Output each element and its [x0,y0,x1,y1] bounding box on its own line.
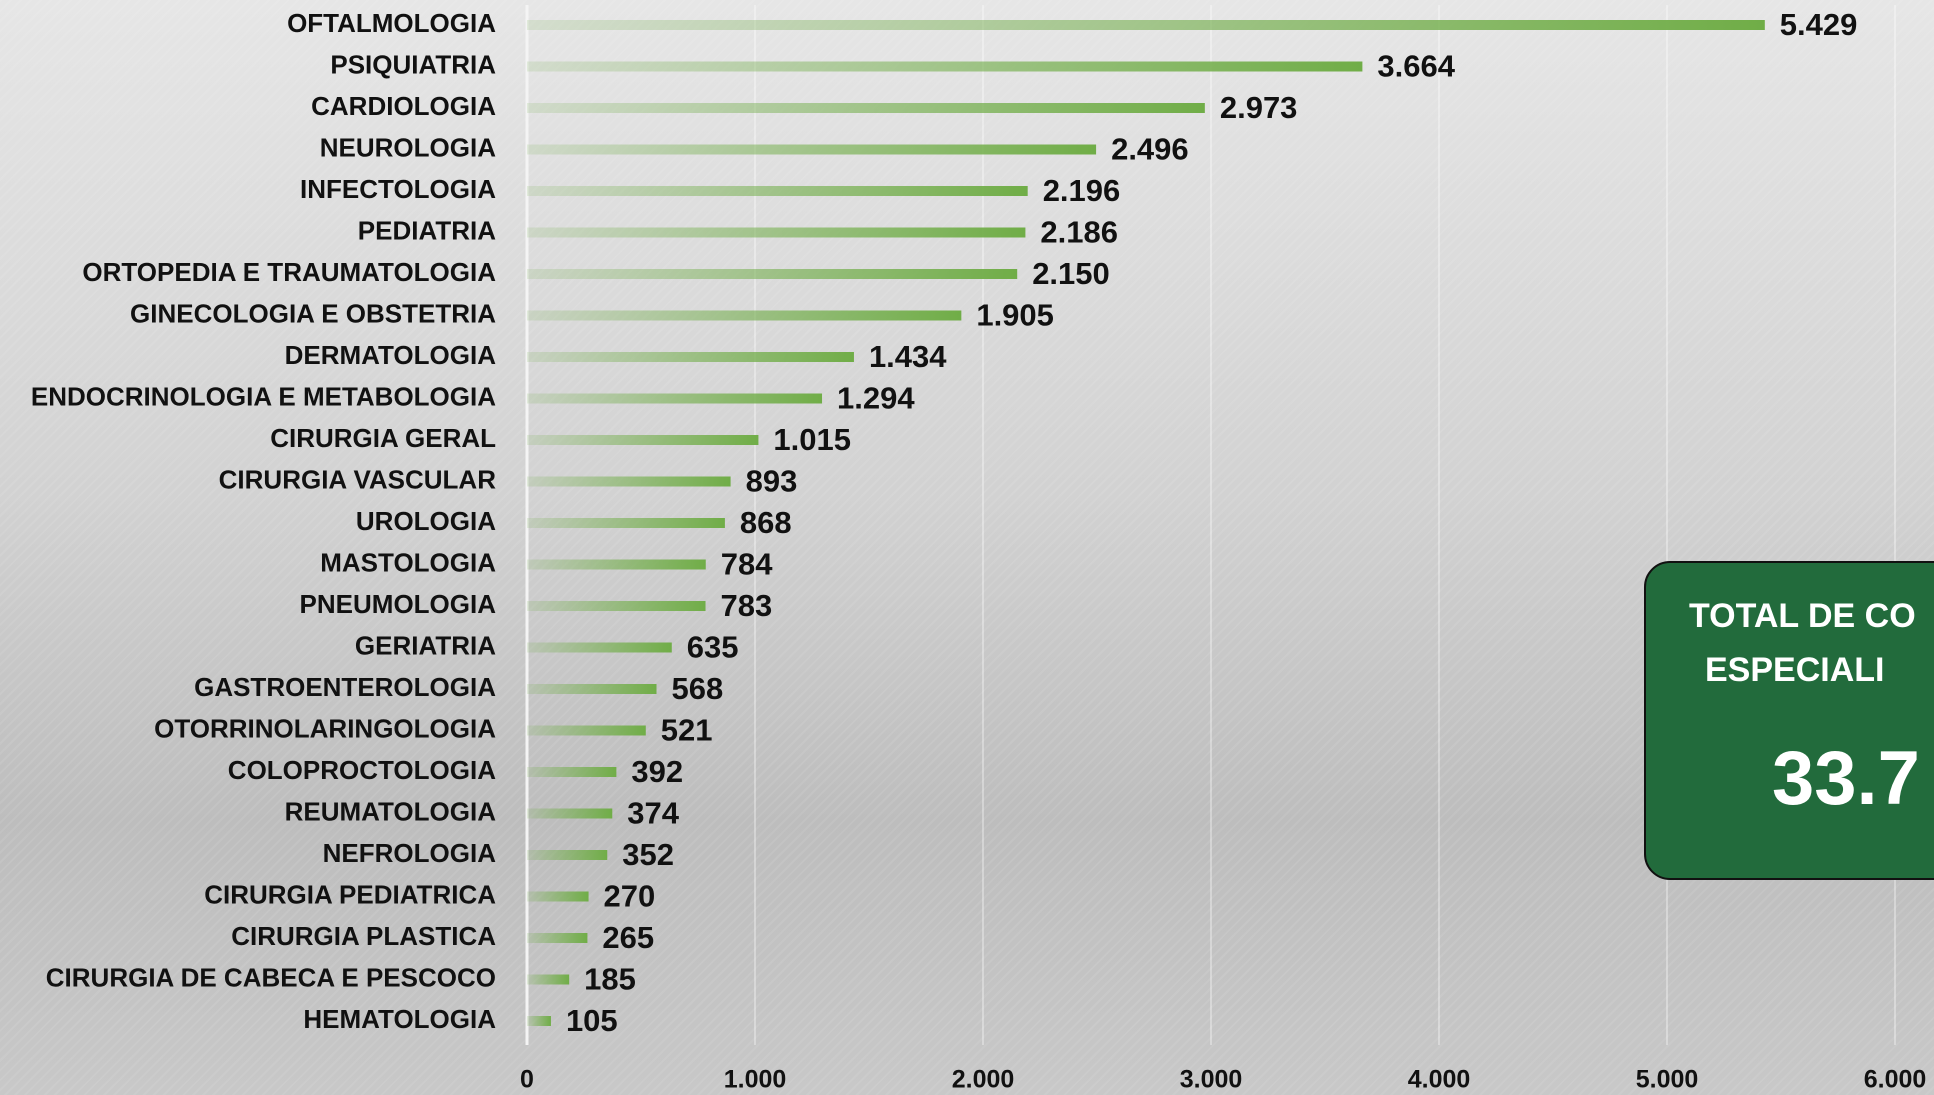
y-tick-label: PEDIATRIA [358,215,496,245]
y-tick-label: NEUROLOGIA [320,132,496,162]
y-tick-label: CARDIOLOGIA [311,91,496,121]
y-tick-label: PSIQUIATRIA [330,49,496,79]
bar [527,891,589,902]
bar [527,974,570,985]
bar [527,435,759,445]
y-tick-label: CIRURGIA PEDIATRICA [204,879,496,909]
bar [527,518,725,528]
data-label: 1.434 [869,339,947,374]
bar [527,767,617,777]
y-tick-label: ENDOCRINOLOGIA E METABOLOGIA [31,381,496,411]
total-label: ESPECIALI [1705,651,1885,689]
y-tick-label: GERIATRIA [355,630,496,660]
bar [527,808,613,819]
data-label: 265 [602,920,654,955]
x-tick-label: 4.000 [1408,1066,1471,1094]
data-label: 783 [721,588,773,623]
x-tick-label: 5.000 [1636,1066,1699,1094]
data-label: 2.973 [1220,90,1298,125]
data-label: 392 [631,754,683,789]
data-label: 893 [746,464,798,499]
y-tick-label: CIRURGIA VASCULAR [219,464,497,494]
bar [527,186,1028,196]
data-label: 784 [721,547,773,582]
y-tick-label: GINECOLOGIA E OBSTETRIA [130,298,496,328]
y-tick-label: INFECTOLOGIA [300,174,496,204]
data-label: 2.186 [1040,215,1118,250]
bar [527,352,854,362]
data-label: 1.905 [976,298,1054,333]
data-label: 868 [740,505,792,540]
data-label: 105 [566,1003,618,1038]
y-tick-label: DERMATOLOGIA [285,340,497,370]
y-tick-label: CIRURGIA DE CABECA E PESCOCO [46,962,496,992]
total-label: TOTAL DE CO [1689,597,1916,635]
data-label: 2.496 [1111,132,1189,167]
y-tick-label: HEMATOLOGIA [303,1004,496,1034]
bar [527,310,962,321]
y-tick-label: UROLOGIA [356,506,496,536]
bar [527,393,823,404]
data-label: 568 [672,671,724,706]
y-tick-label: MASTOLOGIA [320,547,496,577]
bar [527,933,588,943]
y-tick-label: OFTALMOLOGIA [287,8,496,38]
y-tick-label: PNEUMOLOGIA [300,589,497,619]
y-tick-label: CIRURGIA PLASTICA [231,921,496,951]
bar [527,227,1026,238]
data-label: 374 [627,796,679,831]
y-tick-label: REUMATOLOGIA [285,796,497,826]
data-label: 3.664 [1377,49,1455,84]
y-tick-label: GASTROENTEROLOGIA [194,672,496,702]
x-tick-label: 0 [520,1066,534,1094]
bar [527,725,646,736]
data-label: 185 [584,962,636,997]
bar [527,144,1097,155]
data-label: 270 [604,879,656,914]
bar [527,642,672,653]
x-tick-label: 1.000 [724,1066,787,1094]
total-box [1644,561,1934,880]
y-tick-label: NEFROLOGIA [323,838,497,868]
bar [527,1016,551,1026]
x-tick-label: 2.000 [952,1066,1015,1094]
data-label: 1.294 [837,381,915,416]
data-label: 2.196 [1043,173,1121,208]
bar [527,684,657,694]
x-tick-label: 6.000 [1864,1066,1927,1094]
bar [527,269,1018,279]
y-tick-label: OTORRINOLARINGOLOGIA [154,713,496,743]
data-label: 2.150 [1032,256,1110,291]
y-tick-label: CIRURGIA GERAL [270,423,496,453]
data-label: 5.429 [1780,7,1858,42]
y-tick-label: COLOPROCTOLOGIA [228,755,496,785]
bar [527,61,1363,72]
bar [527,476,731,487]
y-tick-label: ORTOPEDIA E TRAUMATOLOGIA [82,257,496,287]
bar [527,850,608,860]
bar [527,103,1205,113]
total-value: 33.7 [1772,736,1920,821]
data-label: 521 [661,713,713,748]
bar [527,559,706,570]
data-label: 352 [622,837,674,872]
x-tick-label: 3.000 [1180,1066,1243,1094]
data-label: 1.015 [773,422,851,457]
bar [527,601,706,611]
data-label: 635 [687,630,739,665]
bar [527,20,1765,30]
